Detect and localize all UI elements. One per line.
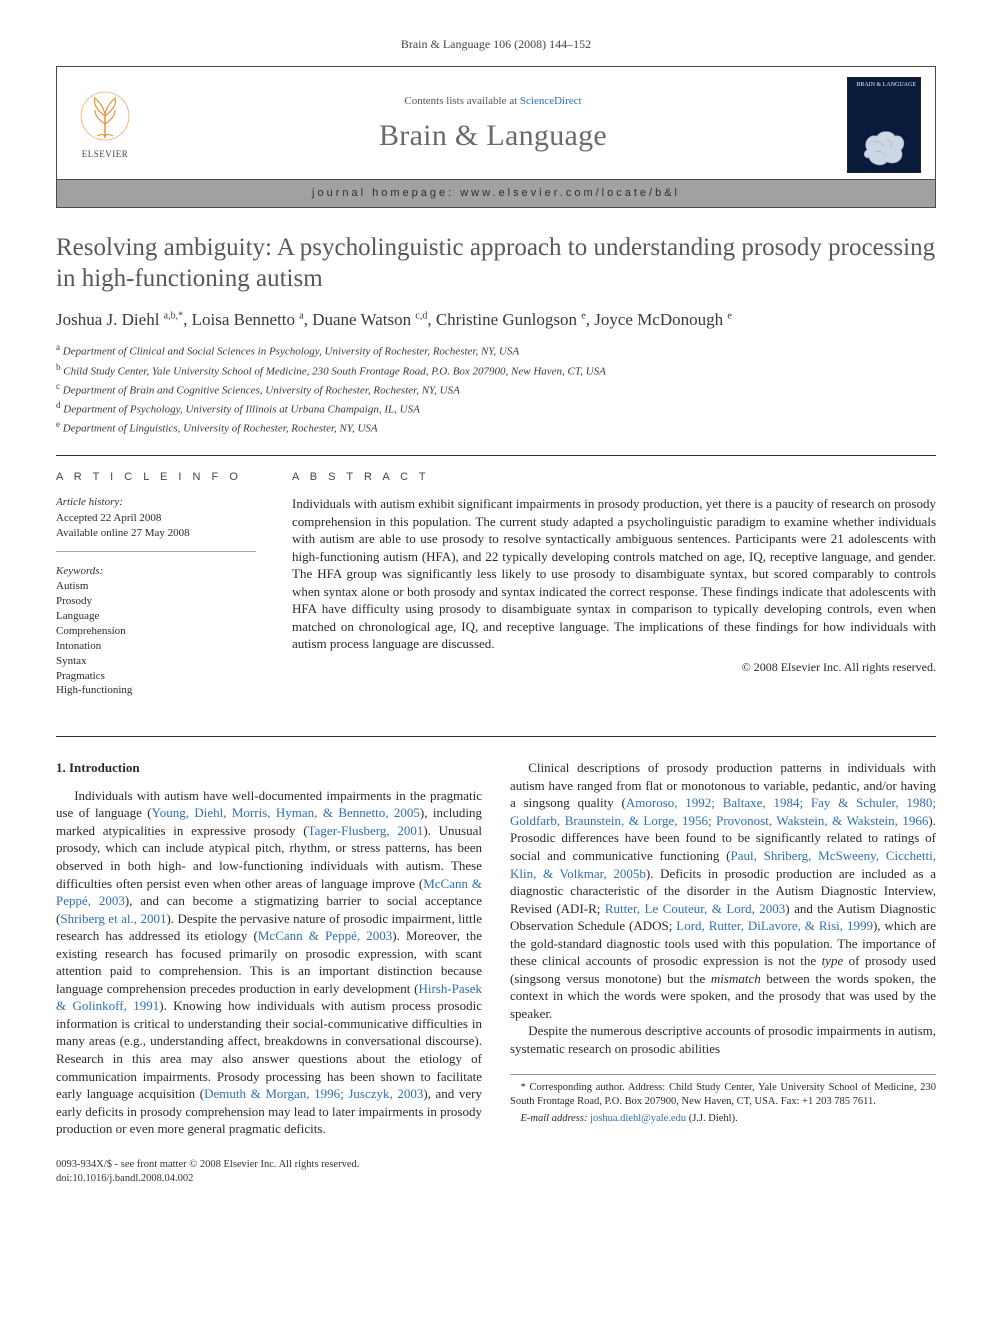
abstract-copyright: © 2008 Elsevier Inc. All rights reserved… [292,659,936,675]
ref-tager-2001[interactable]: Tager-Flusberg, 2001 [308,823,424,838]
publisher-name: ELSEVIER [71,148,139,160]
keyword: High-functioning [56,683,256,698]
article-info-head: A R T I C L E I N F O [56,470,256,485]
journal-homepage-bar: journal homepage: www.elsevier.com/locat… [57,179,935,207]
ref-mccann-2003b[interactable]: McCann & Peppé, 2003 [258,928,392,943]
ref-lord-1999[interactable]: Lord, Rutter, DiLavore, & Risi, 1999 [676,918,873,933]
page-footer: 0093-934X/$ - see front matter © 2008 El… [56,1158,936,1186]
ref-young-2005[interactable]: Young, Diehl, Morris, Hyman, & Bennetto,… [152,805,420,820]
cover-title: BRAIN & LANGUAGE [848,78,920,89]
intro-para-3: Despite the numerous descriptive account… [510,1022,936,1057]
emph-type: type [822,953,844,968]
keyword: Comprehension [56,624,256,639]
affiliations: a Department of Clinical and Social Scie… [56,341,936,437]
abstract-head: A B S T R A C T [292,470,936,485]
affiliation: d Department of Psychology, University o… [56,399,936,418]
accepted-date: Accepted 22 April 2008 [56,511,256,526]
keyword: Syntax [56,654,256,669]
info-abstract-row: A R T I C L E I N F O Article history: A… [56,456,936,736]
affiliation: a Department of Clinical and Social Scie… [56,341,936,360]
footnotes: * Corresponding author. Address: Child S… [510,1074,936,1127]
keyword: Language [56,609,256,624]
body-columns: 1. Introduction Individuals with autism … [56,759,936,1137]
affiliation: c Department of Brain and Cognitive Scie… [56,380,936,399]
history-label: Article history: [56,495,256,510]
email-label: E-mail address: [521,1113,588,1124]
masthead-top: ELSEVIER Contents lists available at Sci… [57,67,935,179]
journal-title: Brain & Language [139,116,847,157]
abstract-body: Individuals with autism exhibit signific… [292,495,936,653]
keyword: Prosody [56,594,256,609]
keywords-block: Keywords: AutismProsodyLanguageComprehen… [56,564,256,709]
abstract: A B S T R A C T Individuals with autism … [292,470,936,720]
affiliation: e Department of Linguistics, University … [56,418,936,437]
authors: Joshua J. Diehl a,b,*, Loisa Bennetto a,… [56,309,936,332]
elsevier-tree-icon [79,90,131,142]
keywords-label: Keywords: [56,564,256,579]
keyword: Autism [56,579,256,594]
contents-line: Contents lists available at ScienceDirec… [139,94,847,109]
article-title: Resolving ambiguity: A psycholinguistic … [56,232,936,295]
corresponding-author-footnote: * Corresponding author. Address: Child S… [510,1081,936,1109]
article-info: A R T I C L E I N F O Article history: A… [56,470,256,720]
ref-demuth-jusczyk[interactable]: Demuth & Morgan, 1996; Jusczyk, 2003 [204,1086,423,1101]
brain-icon [857,128,911,168]
emph-mismatch: mismatch [711,971,761,986]
doi-line: doi:10.1016/j.bandl.2008.04.002 [56,1172,936,1186]
contents-prefix: Contents lists available at [404,95,519,107]
masthead: ELSEVIER Contents lists available at Sci… [56,66,936,208]
affiliation: b Child Study Center, Yale University Sc… [56,361,936,380]
intro-para-1: Individuals with autism have well-docume… [56,787,482,1138]
ref-shriberg-2001[interactable]: Shriberg et al., 2001 [60,911,166,926]
email-footnote: E-mail address: joshua.diehl@yale.edu (J… [510,1112,936,1126]
online-date: Available online 27 May 2008 [56,526,256,541]
keyword: Intonation [56,639,256,654]
publisher-logo: ELSEVIER [71,90,139,161]
journal-cover-thumb: BRAIN & LANGUAGE [847,77,921,173]
corresponding-email-link[interactable]: joshua.diehl@yale.edu [590,1113,686,1124]
page: Brain & Language 106 (2008) 144–152 ELSE… [0,0,992,1216]
issn-line: 0093-934X/$ - see front matter © 2008 El… [56,1158,936,1172]
ref-rutter-2003[interactable]: Rutter, Le Couteur, & Lord, 2003 [605,901,785,916]
keyword: Pragmatics [56,669,256,684]
masthead-center: Contents lists available at ScienceDirec… [139,94,847,157]
intro-para-2: Clinical descriptions of prosody product… [510,759,936,1022]
sciencedirect-link[interactable]: ScienceDirect [520,95,582,107]
rule-bottom [56,736,936,737]
section-1-heading: 1. Introduction [56,759,482,777]
email-who: (J.J. Diehl). [686,1113,738,1124]
article-history: Article history: Accepted 22 April 2008 … [56,495,256,552]
keywords-list: AutismProsodyLanguageComprehensionIntona… [56,579,256,698]
running-head: Brain & Language 106 (2008) 144–152 [56,36,936,52]
